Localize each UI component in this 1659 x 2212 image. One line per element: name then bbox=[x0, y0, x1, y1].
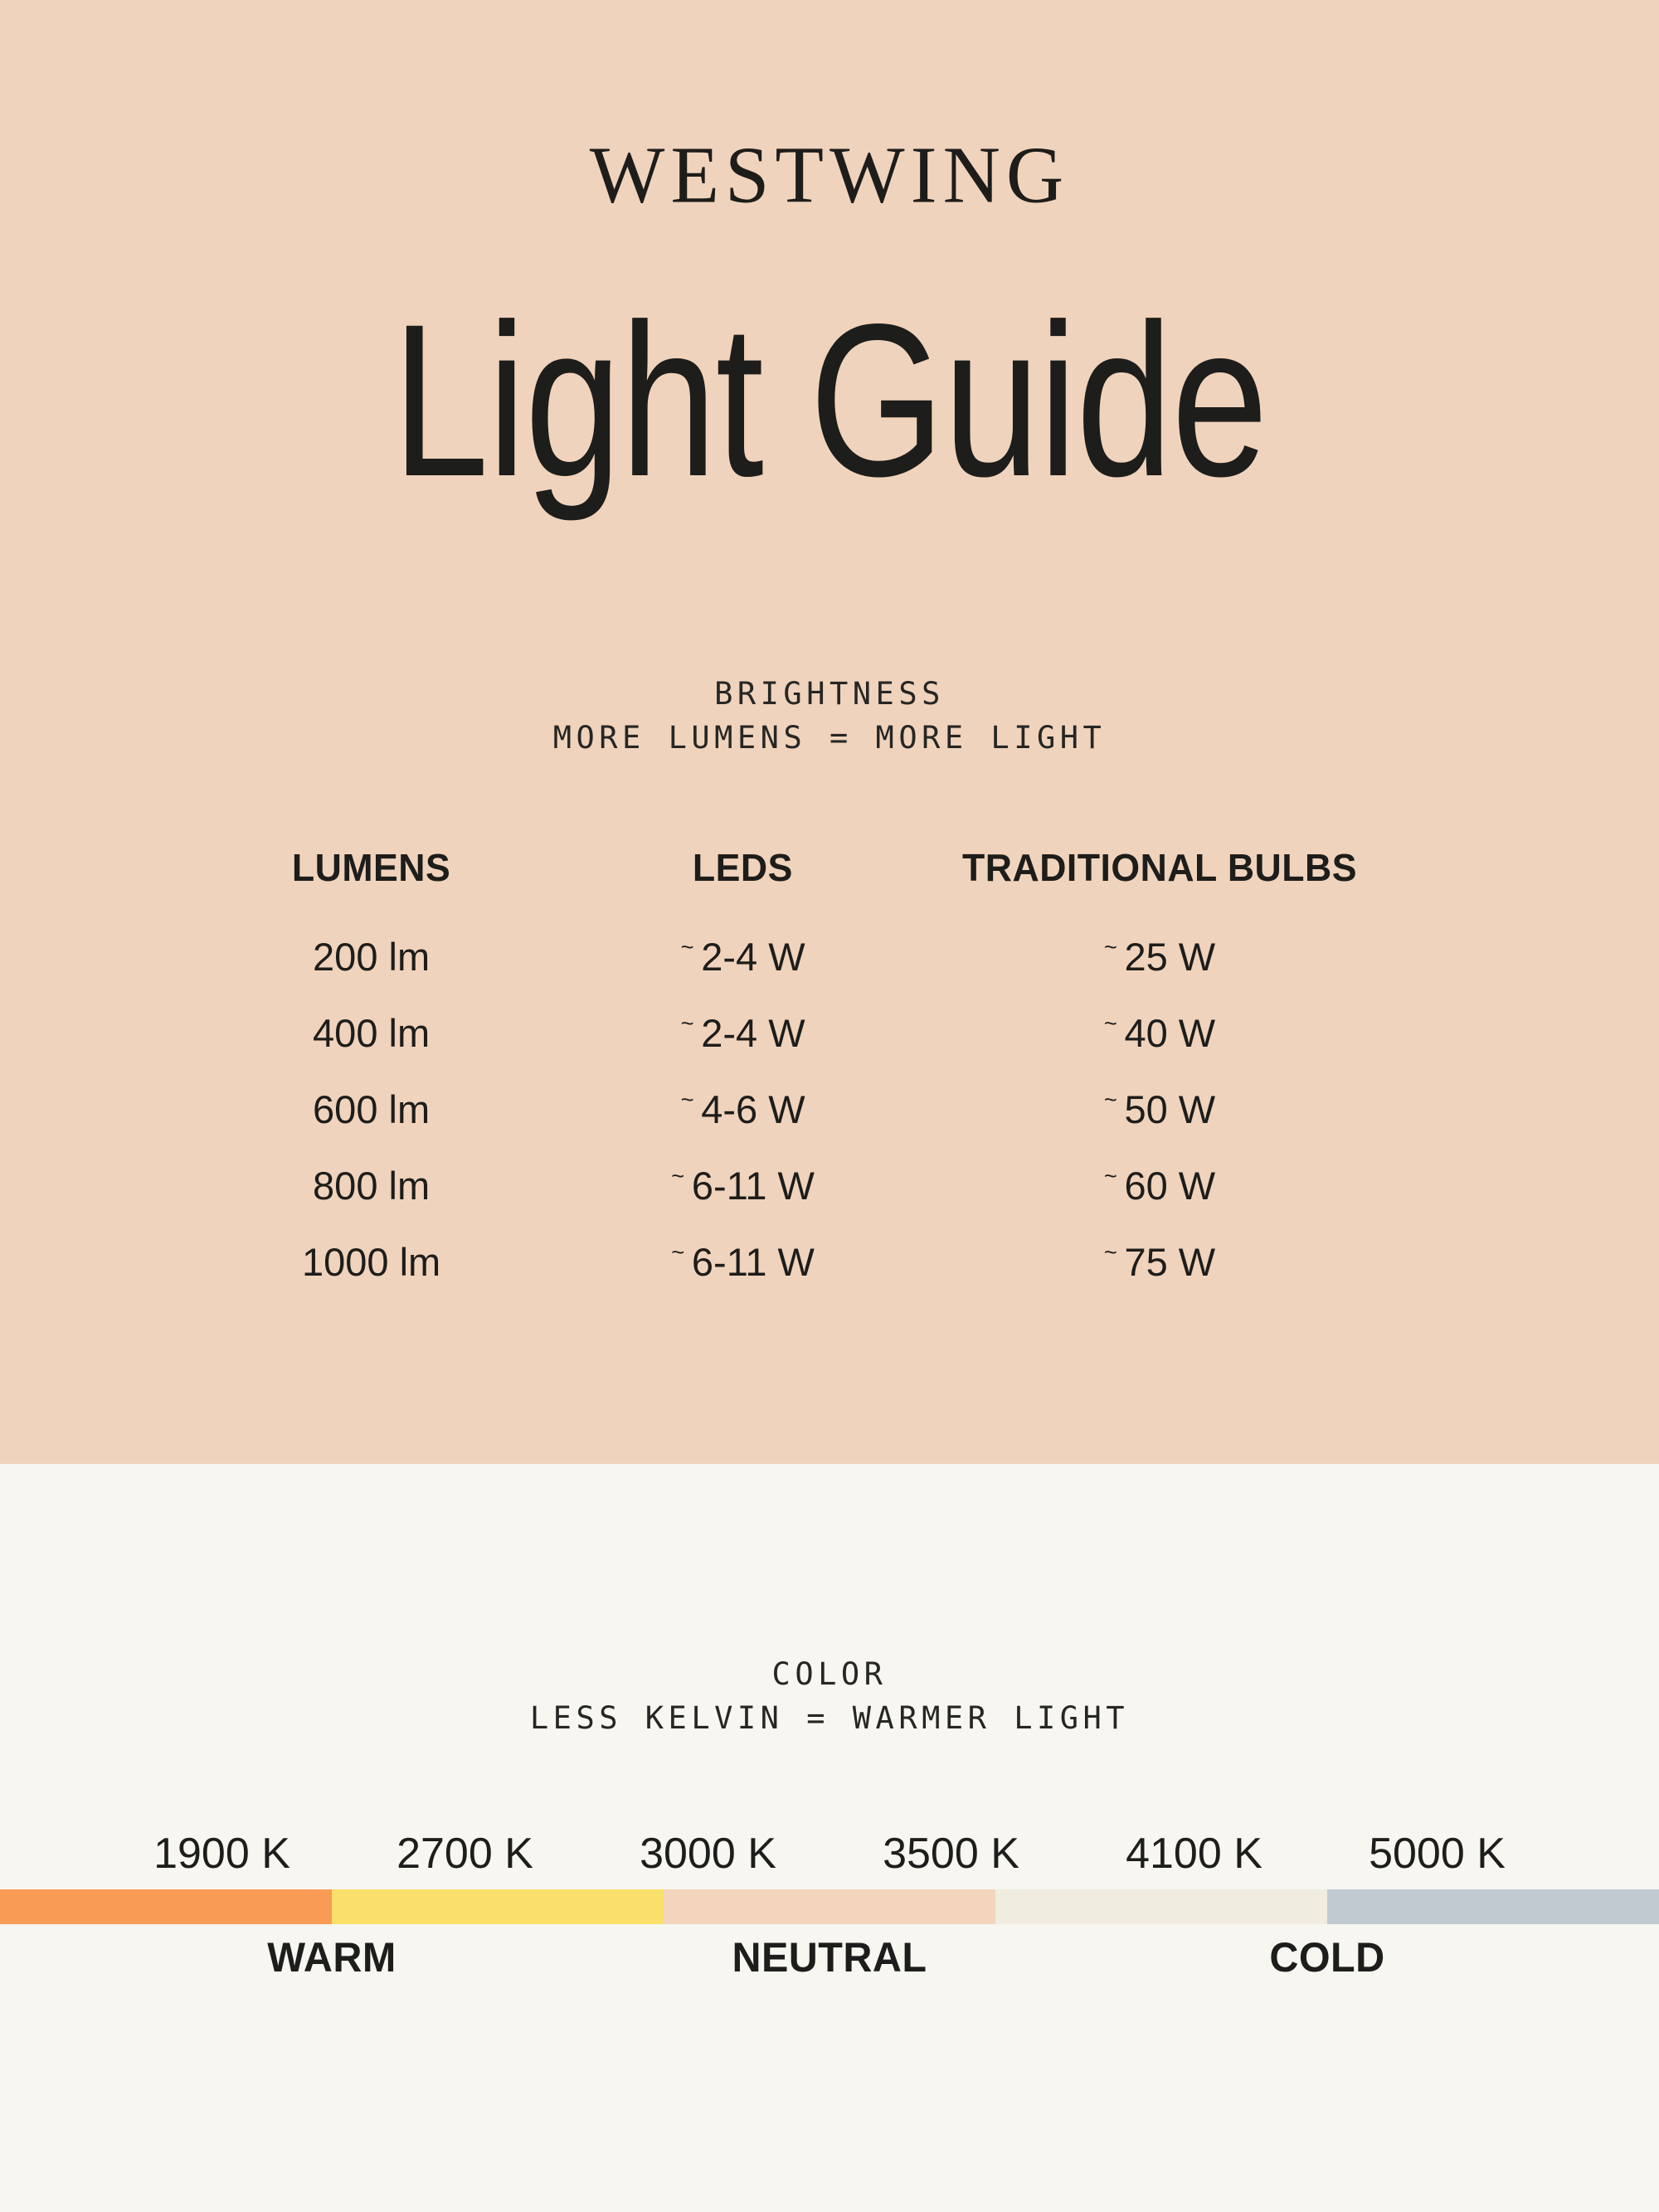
cell-leds: ~6-11 W bbox=[618, 1147, 868, 1223]
table-row: 200 lm ~2-4 W ~25 W bbox=[124, 918, 1452, 994]
lumens-value: 1000 lm bbox=[301, 1239, 441, 1284]
kelvin-label: 3000 K bbox=[640, 1830, 776, 1878]
bar-segment-cold-bluegray bbox=[1327, 1889, 1659, 1924]
cell-lumens: 400 lm bbox=[124, 994, 618, 1071]
leds-value: 6-11 W bbox=[691, 1163, 815, 1208]
traditional-value: 75 W bbox=[1124, 1239, 1216, 1284]
temp-label-neutral: NEUTRAL bbox=[732, 1934, 927, 1981]
cell-lumens: 800 lm bbox=[124, 1147, 618, 1223]
approx-symbol: ~ bbox=[680, 933, 694, 960]
approx-symbol: ~ bbox=[1103, 1162, 1117, 1189]
cell-lumens: 1000 lm bbox=[124, 1223, 618, 1300]
leds-value: 6-11 W bbox=[691, 1239, 815, 1284]
cell-leds: ~2-4 W bbox=[618, 918, 868, 994]
cell-traditional: ~75 W bbox=[868, 1223, 1452, 1300]
header-cell-traditional-bulbs: TRADITIONAL BULBS bbox=[962, 846, 1357, 889]
temperature-labels: WARM NEUTRAL COLD bbox=[83, 1937, 1576, 1978]
temp-label-warm: WARM bbox=[267, 1934, 397, 1981]
cell-traditional: ~25 W bbox=[868, 918, 1452, 994]
approx-symbol: ~ bbox=[671, 1238, 685, 1265]
table-row: 600 lm ~4-6 W ~50 W bbox=[124, 1071, 1452, 1147]
leds-value: 2-4 W bbox=[701, 934, 805, 979]
table-row: 400 lm ~2-4 W ~40 W bbox=[124, 994, 1452, 1071]
cell-leds: ~6-11 W bbox=[618, 1223, 868, 1300]
traditional-value: 50 W bbox=[1124, 1087, 1216, 1131]
brightness-heading: BRIGHTNESS bbox=[714, 676, 945, 712]
traditional-value: 40 W bbox=[1124, 1010, 1216, 1055]
table-row: 800 lm ~6-11 W ~60 W bbox=[124, 1147, 1452, 1223]
kelvin-scale-labels: 1900 K 2700 K 3000 K 3500 K 4100 K 5000 K bbox=[100, 1832, 1559, 1875]
kelvin-label: 4100 K bbox=[1126, 1830, 1262, 1878]
bar-segment-warm-yellow bbox=[332, 1889, 664, 1924]
lumens-value: 600 lm bbox=[313, 1087, 431, 1131]
cell-traditional: ~60 W bbox=[868, 1147, 1452, 1223]
table-row: 1000 lm ~6-11 W ~75 W bbox=[124, 1223, 1452, 1300]
bar-segment-neutral-beige bbox=[664, 1889, 995, 1924]
traditional-value: 60 W bbox=[1124, 1163, 1216, 1208]
brand-logo: WESTWING bbox=[589, 129, 1070, 221]
color-temperature-bar bbox=[0, 1889, 1659, 1924]
approx-symbol: ~ bbox=[680, 1009, 694, 1036]
leds-value: 4-6 W bbox=[701, 1087, 805, 1131]
header-cell-lumens: LUMENS bbox=[291, 846, 451, 889]
approx-symbol: ~ bbox=[1103, 1009, 1117, 1036]
approx-symbol: ~ bbox=[1103, 1238, 1117, 1265]
approx-symbol: ~ bbox=[671, 1162, 685, 1189]
approx-symbol: ~ bbox=[680, 1086, 694, 1112]
kelvin-label: 5000 K bbox=[1369, 1830, 1506, 1878]
lumens-table-body: 200 lm ~2-4 W ~25 W 400 lm ~2-4 W ~40 W 600 lm… bbox=[124, 918, 1452, 1300]
brightness-section: WESTWING Light Guide BRIGHTNESS MORE LUM… bbox=[0, 0, 1659, 1464]
cell-lumens: 200 lm bbox=[124, 918, 618, 994]
lumens-value: 200 lm bbox=[313, 934, 431, 979]
bar-segment-neutral-cream bbox=[995, 1889, 1327, 1924]
header-cell-leds: LEDS bbox=[693, 846, 794, 889]
approx-symbol: ~ bbox=[1103, 933, 1117, 960]
lumens-value: 800 lm bbox=[313, 1163, 431, 1208]
page-title: Light Guide bbox=[392, 279, 1268, 522]
leds-value: 2-4 W bbox=[701, 1010, 805, 1055]
kelvin-label: 1900 K bbox=[153, 1830, 290, 1878]
cell-leds: ~2-4 W bbox=[618, 994, 868, 1071]
cell-lumens: 600 lm bbox=[124, 1071, 618, 1147]
cell-leds: ~4-6 W bbox=[618, 1071, 868, 1147]
lumens-table-header: LUMENS LEDS TRADITIONAL BULBS bbox=[124, 845, 1452, 891]
color-heading: COLOR bbox=[771, 1656, 888, 1692]
color-section: COLOR LESS KELVIN = WARMER LIGHT 1900 K 2… bbox=[0, 1464, 1659, 2212]
color-subheading: LESS KELVIN = WARMER LIGHT bbox=[529, 1700, 1130, 1736]
cell-traditional: ~40 W bbox=[868, 994, 1452, 1071]
traditional-value: 25 W bbox=[1124, 934, 1216, 979]
bar-segment-warm-orange bbox=[0, 1889, 332, 1924]
cell-traditional: ~50 W bbox=[868, 1071, 1452, 1147]
kelvin-label: 3500 K bbox=[883, 1830, 1019, 1878]
kelvin-label: 2700 K bbox=[397, 1830, 533, 1878]
approx-symbol: ~ bbox=[1103, 1086, 1117, 1112]
lumens-value: 400 lm bbox=[313, 1010, 431, 1055]
brightness-subheading: MORE LUMENS = MORE LIGHT bbox=[552, 720, 1107, 756]
temp-label-cold: COLD bbox=[1269, 1934, 1385, 1981]
